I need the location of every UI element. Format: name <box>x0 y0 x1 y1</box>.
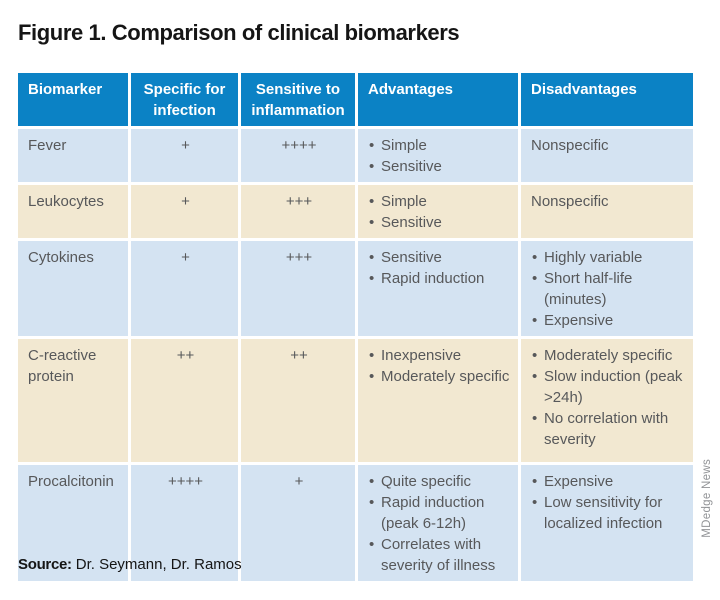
bullet-item: Highly variable <box>531 247 685 268</box>
bullet-item: Expensive <box>531 471 685 492</box>
biomarker-name: Fever <box>18 129 128 182</box>
sensitive-to-inflammation-rating: ++ <box>241 339 355 462</box>
disadvantages-cell: Moderately specificSlow induction (peak … <box>521 339 693 462</box>
table-body: Fever+++++SimpleSensitiveNonspecificLeuk… <box>18 129 693 581</box>
bullet-item: Moderately specific <box>531 345 685 366</box>
biomarker-name: Cytokines <box>18 241 128 336</box>
column-header-specific-for-infection: Specific for infection <box>131 73 238 126</box>
disadvantages-cell: Nonspecific <box>521 129 693 182</box>
disadvantages-cell: Highly variableShort half-life (minutes)… <box>521 241 693 336</box>
figure-title: Figure 1. Comparison of clinical biomark… <box>18 20 460 45</box>
bullet-item: Sensitive <box>368 247 510 268</box>
biomarker-name: C-reactive protein <box>18 339 128 462</box>
sensitive-to-inflammation-rating: +++ <box>241 241 355 336</box>
bullet-item: No correlation with severity <box>531 408 685 450</box>
sensitive-to-inflammation-rating: ++++ <box>241 129 355 182</box>
source-names: Dr. Seymann, Dr. Ramos <box>75 556 242 573</box>
bullet-item: Sensitive <box>368 212 510 233</box>
source-line: Source: Dr. Seymann, Dr. Ramos <box>18 556 242 573</box>
advantages-cell: InexpensiveModerately specific <box>358 339 518 462</box>
biomarker-name: Procalcitonin <box>18 465 128 581</box>
specific-for-infection-rating: ++++ <box>131 465 238 581</box>
bullet-item: Simple <box>368 135 510 156</box>
advantages-cell: SensitiveRapid induction <box>358 241 518 336</box>
column-header-disadvantages: Disadvantages <box>521 73 693 126</box>
biomarker-table: Biomarker Specific for infection Sensitive… <box>18 73 693 584</box>
bullet-item: Expensive <box>531 310 685 331</box>
bullet-item: Slow induction (peak >24h) <box>531 366 685 408</box>
table-row-c-reactive-protein: C-reactive protein++++InexpensiveModerat… <box>18 339 693 462</box>
bullet-item: Rapid induction <box>368 268 510 289</box>
source-label: Source: <box>18 556 72 573</box>
disadvantages-cell: Nonspecific <box>521 185 693 238</box>
bullet-item: Moderately specific <box>368 366 510 387</box>
table-row-leukocytes: Leukocytes++++SimpleSensitiveNonspecific <box>18 185 693 238</box>
specific-for-infection-rating: + <box>131 185 238 238</box>
credit-mdedge-news: MDedge News <box>701 459 713 538</box>
bullet-item: Inexpensive <box>368 345 510 366</box>
text-item: Nonspecific <box>531 137 609 154</box>
column-header-sensitive-to-inflammation: Sensitive to inflammation <box>241 73 355 126</box>
sensitive-to-inflammation-rating: + <box>241 465 355 581</box>
advantages-cell: SimpleSensitive <box>358 185 518 238</box>
column-header-advantages: Advantages <box>358 73 518 126</box>
bullet-item: Sensitive <box>368 156 510 177</box>
bullet-item: Low sensitivity for localized infection <box>531 492 685 534</box>
table-row-fever: Fever+++++SimpleSensitiveNonspecific <box>18 129 693 182</box>
sensitive-to-inflammation-rating: +++ <box>241 185 355 238</box>
advantages-cell: Quite specificRapid induction (peak 6-12… <box>358 465 518 581</box>
disadvantages-cell: ExpensiveLow sensitivity for localized i… <box>521 465 693 581</box>
specific-for-infection-rating: ++ <box>131 339 238 462</box>
table-row-procalcitonin: Procalcitonin+++++Quite specificRapid in… <box>18 465 693 581</box>
table-header-row: Biomarker Specific for infection Sensitive… <box>18 73 693 126</box>
bullet-item: Short half-life (minutes) <box>531 268 685 310</box>
specific-for-infection-rating: + <box>131 241 238 336</box>
biomarker-name: Leukocytes <box>18 185 128 238</box>
advantages-cell: SimpleSensitive <box>358 129 518 182</box>
text-item: Nonspecific <box>531 193 609 210</box>
bullet-item: Rapid induction (peak 6-12h) <box>368 492 510 534</box>
bullet-item: Correlates with severity of illness <box>368 534 510 576</box>
bullet-item: Simple <box>368 191 510 212</box>
column-header-biomarker: Biomarker <box>18 73 128 126</box>
specific-for-infection-rating: + <box>131 129 238 182</box>
table-row-cytokines: Cytokines++++SensitiveRapid inductionHig… <box>18 241 693 336</box>
bullet-item: Quite specific <box>368 471 510 492</box>
